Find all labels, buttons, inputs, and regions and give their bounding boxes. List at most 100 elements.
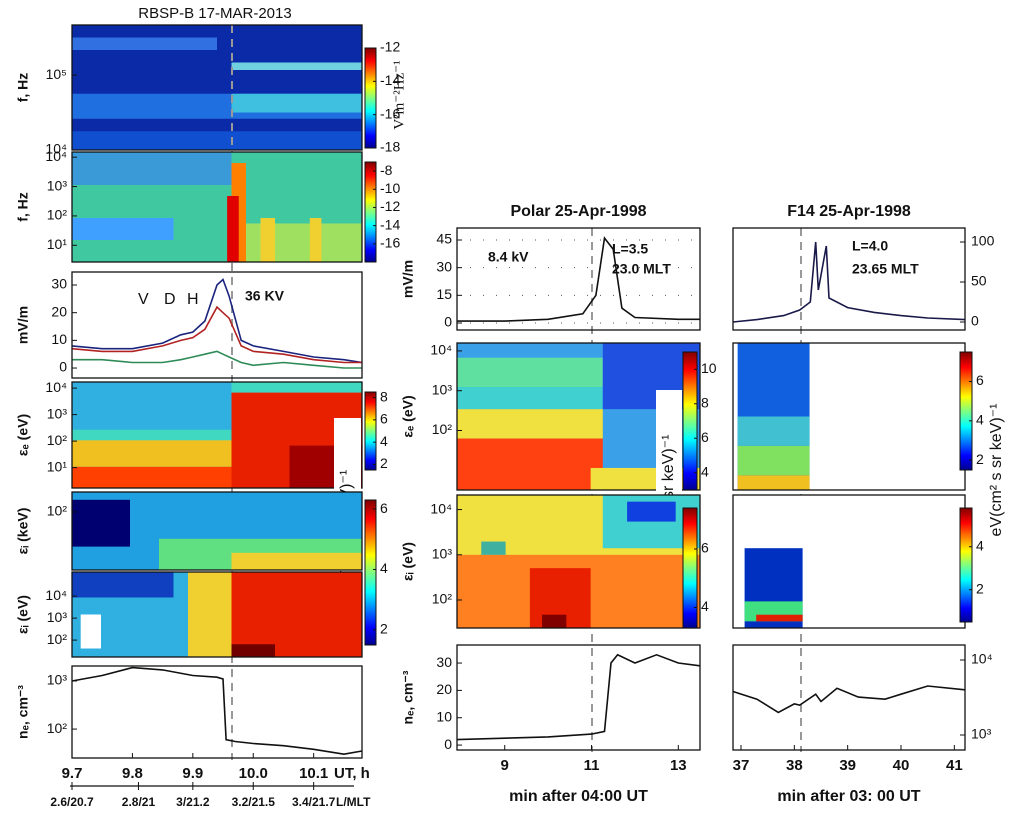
colorbar-label: V²m⁻²Hz⁻¹ <box>391 60 407 129</box>
x-tick-label: 41 <box>946 757 963 774</box>
colorbar-tick-label: 8 <box>380 388 388 404</box>
colorbar <box>959 351 973 471</box>
y-tick-label: 10³ <box>47 672 68 688</box>
panel-title: F14 25-Apr-1998 <box>787 203 911 220</box>
colorbar-tick-label: -14 <box>380 216 400 232</box>
y-axis-label: f, Hz <box>15 192 31 222</box>
y-tick-label: 10³ <box>971 726 992 742</box>
y-axis-label: mV/m <box>400 260 416 298</box>
spectrogram-region <box>188 572 232 657</box>
colorbar-tick-label: 4 <box>976 537 984 553</box>
spectrogram-region <box>80 614 101 649</box>
spectrogram-region <box>737 416 810 446</box>
y-tick-label: 50 <box>971 273 987 289</box>
spectrogram-region <box>72 37 217 50</box>
y-tick-label: 10⁴ <box>430 500 452 516</box>
y-tick-label: 0 <box>971 313 979 329</box>
spectrogram-region <box>457 357 603 388</box>
colorbar <box>959 507 973 623</box>
y-tick-label: 10² <box>47 503 68 519</box>
y-tick-label: 10² <box>432 591 453 607</box>
x-tick-label: 37 <box>733 757 750 774</box>
data-line <box>72 350 362 369</box>
spectrogram-region <box>457 387 603 410</box>
y-tick-label: 10² <box>432 421 453 437</box>
colorbar-tick-label: -12 <box>380 39 400 55</box>
x-tick-label: 11 <box>584 757 600 774</box>
x-axis-label: UT, h <box>334 765 370 782</box>
spectrogram-region <box>627 501 676 522</box>
y-axis-label: εᵢ (eV) <box>400 542 416 581</box>
spectrogram-region <box>737 445 810 476</box>
spectrogram-region <box>227 196 239 262</box>
y-tick-label: 10³ <box>47 609 68 625</box>
spectrogram-region <box>72 499 130 547</box>
y-tick-label: 30 <box>51 276 67 292</box>
y-axis-label: nₑ, cm⁻³ <box>400 670 416 724</box>
mlt-tick-label: 3.4/21.7 <box>292 795 336 809</box>
mlt-tick-label: 3.2/21.5 <box>232 795 276 809</box>
y-axis-label: nₑ, cm⁻³ <box>15 685 31 739</box>
panel-frame <box>71 151 363 263</box>
x-tick-label: 9 <box>501 757 509 774</box>
y-axis-label: f, Hz <box>15 73 31 103</box>
panel-frame <box>71 381 363 489</box>
panel-frame <box>732 644 966 751</box>
x-tick-label: 38 <box>786 757 803 774</box>
y-tick-label: 10⁴ <box>45 379 67 395</box>
spectrogram-region <box>481 541 506 555</box>
panel-frame <box>456 227 701 331</box>
spectrogram-region <box>72 218 174 240</box>
colorbar-tick-label: 2 <box>976 580 984 596</box>
y-tick-label: 10⁵ <box>46 66 67 82</box>
annotation: 8.4 kV <box>488 249 529 265</box>
spectrogram-region <box>72 440 232 467</box>
x-tick-label: 9.7 <box>62 765 83 782</box>
x-tick-label: 9.9 <box>182 765 203 782</box>
y-tick-label: 10² <box>47 207 68 223</box>
y-tick-label: 10⁴ <box>45 148 67 164</box>
colorbar-tick-label: -14 <box>380 72 400 88</box>
mlt-tick-label: 3/21.2 <box>176 795 210 809</box>
mlt-tick-label: 2.6/20.7 <box>50 795 94 809</box>
colorbar-tick-label: -10 <box>380 180 400 196</box>
colorbar-tick-label: 4 <box>701 598 709 614</box>
colorbar-tick-label: 2 <box>380 455 388 471</box>
spectrogram-region <box>737 475 810 490</box>
x-tick-label: 9.8 <box>122 765 143 782</box>
colorbar-tick-label: 6 <box>380 500 388 516</box>
spectrogram-region <box>231 62 362 70</box>
spectrogram-region <box>457 409 603 439</box>
colorbar-label: eV(cm² s sr keV)⁻¹ <box>988 404 1005 537</box>
panel-frame <box>71 571 363 658</box>
y-tick-label: 10⁴ <box>45 587 67 603</box>
y-tick-label: 0 <box>444 314 452 330</box>
panel-frame <box>71 24 363 151</box>
y-tick-label: 20 <box>436 681 452 697</box>
spectrogram-region <box>756 614 803 622</box>
y-tick-label: 10² <box>47 631 68 647</box>
y-axis-label: εᵢ (eV) <box>15 595 31 634</box>
colorbar-tick-label: 4 <box>701 463 709 479</box>
spectrogram-region <box>231 93 362 113</box>
data-line <box>71 666 363 756</box>
colorbar <box>364 47 377 149</box>
data-line <box>71 278 363 364</box>
y-tick-label: 10⁴ <box>45 141 67 157</box>
data-line <box>457 236 700 322</box>
colorbar-tick-label: -12 <box>380 198 400 214</box>
y-tick-label: 10³ <box>47 177 68 193</box>
y-tick-label: 10² <box>47 432 68 448</box>
y-tick-label: 0 <box>444 736 452 752</box>
y-tick-label: 10 <box>436 708 452 724</box>
x-tick-label: 40 <box>893 757 910 774</box>
panel-frame <box>71 665 363 759</box>
spectrogram-region <box>231 552 362 570</box>
spectrogram-region <box>231 644 275 657</box>
data-line <box>732 685 966 714</box>
x-tick-label: 39 <box>839 757 856 774</box>
panel-frame <box>732 227 966 331</box>
panel-frame <box>456 644 701 751</box>
spectrogram-region <box>260 218 275 262</box>
